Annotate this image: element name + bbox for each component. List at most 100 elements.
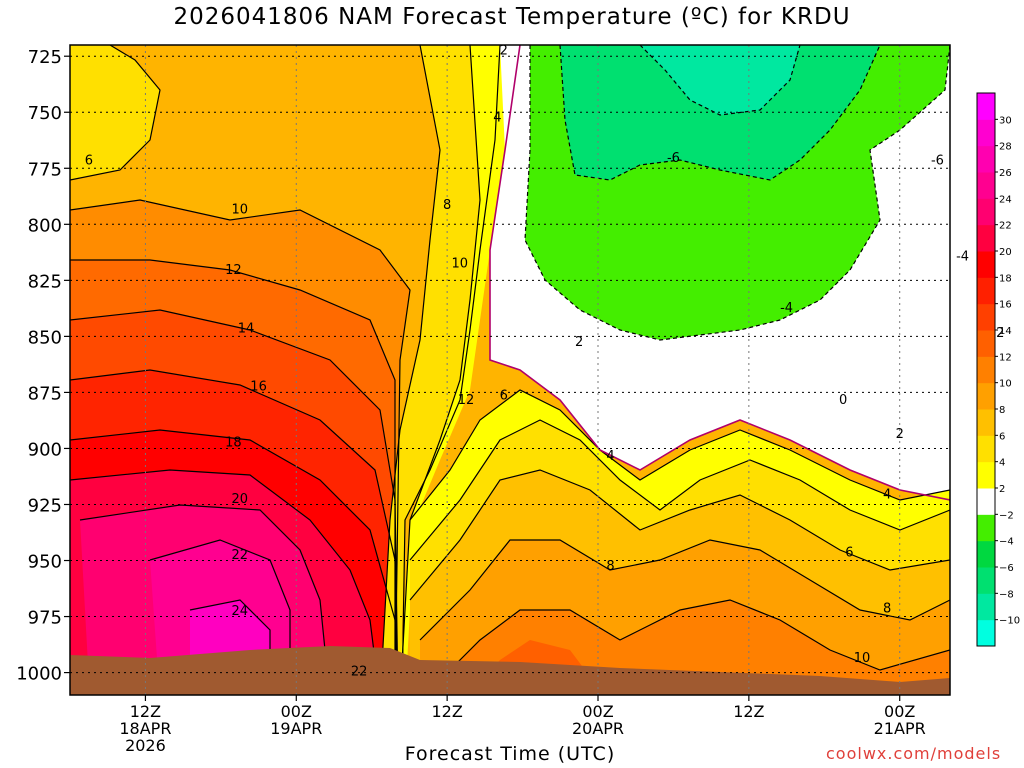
x-tick-label: 2026 [125,736,166,755]
contour-label: 4 [883,487,891,502]
colorbar-swatch [977,277,995,305]
contour-label: 4 [493,111,501,126]
x-tick-label: 20APR [572,719,624,738]
colorbar-swatch [977,224,995,252]
x-tick-label: 19APR [270,719,322,738]
colorbar-swatch [977,198,995,226]
colorbar-label: 2 [999,484,1005,495]
contour-label: 12 [225,263,242,278]
x-tick-label: 00Z [884,702,915,721]
colorbar-label: 8 [999,405,1005,416]
colorbar-label: 28 [999,142,1012,153]
y-tick-label: 1000 [16,664,62,685]
contour-label: 16 [250,380,267,395]
colorbar-swatch [977,145,995,173]
colorbar-label: 12 [999,352,1012,363]
x-tick-label: 12Z [130,702,161,721]
y-tick-label: 800 [28,215,62,236]
colorbar-label: −8 [999,589,1014,600]
contour-label: -4 [956,250,969,265]
grid-lines [70,45,950,695]
contour-label: 22 [231,548,248,563]
x-tick-label: 00Z [582,702,613,721]
colorbar-swatch [977,330,995,357]
y-tick-label: 750 [28,103,62,124]
contour-label: 10 [854,651,871,666]
colorbar-swatch [977,514,995,542]
colorbar-label: 4 [999,458,1005,469]
contour-label: 2 [500,43,508,58]
contour-label: 14 [238,321,255,336]
contour-label: 2 [896,427,904,442]
colorbar-label: 24 [999,194,1012,205]
contour-label: 2 [996,326,1004,341]
colorbar-label: −4 [999,537,1014,548]
colorbar-swatch [977,356,995,384]
colorbar-swatch [977,488,995,515]
y-tick-label: 900 [28,439,62,460]
colorbar-swatch [977,93,995,120]
colorbar-frame [976,92,996,647]
contour-label: 22 [351,664,368,679]
contour-label: 8 [606,559,614,574]
contour-label: 18 [225,436,242,451]
y-tick-label: 850 [28,327,62,348]
colorbar-swatch [977,461,995,489]
contour-label: 12 [458,393,475,408]
plot-frame [69,44,951,696]
contour-label: 24 [231,604,248,619]
colorbar-label: 22 [999,221,1012,232]
contour-label: 4 [606,449,614,464]
colorbar-label: −2 [999,510,1014,521]
contour-label: 10 [231,203,248,218]
contour-label: 6 [845,546,853,561]
temperature-field [70,45,950,695]
y-tick-label: 875 [28,383,62,404]
y-tick-label: 775 [28,159,62,180]
colorbar-swatch [977,567,995,594]
chart-title: 2026041806 NAM Forecast Temperature (ºC)… [173,4,851,30]
colorbar-swatch [977,540,995,568]
x-tick-label: 00Z [281,702,312,721]
y-tick-label: 825 [28,271,62,292]
x-tick-label: 18APR [119,719,171,738]
colorbar-label: 16 [999,300,1012,311]
contour-label: 2 [575,335,583,350]
x-tick-label: 21APR [874,719,926,738]
y-tick-label: 950 [28,552,62,573]
colorbar-label: −10 [999,616,1020,627]
y-tick-label: 725 [28,47,62,68]
colorbar-label: 6 [999,431,1005,442]
contour-label: 10 [451,256,468,271]
colorbar-label: 26 [999,168,1012,179]
colorbar-swatch [977,251,995,278]
contour-label: -6 [667,151,680,166]
contour-label: 6 [500,389,508,404]
colorbar-label: −6 [999,563,1014,574]
contour-label: 6 [85,153,93,168]
colorbar-label: 20 [999,247,1012,258]
colorbar-label: 10 [999,379,1012,390]
colorbar-swatch [977,119,995,147]
contour-label: 8 [883,602,891,617]
colorbar-swatch [977,409,995,436]
y-axis: 725 750 775 800 825 850 875 900 925 950 975 1000 [16,47,70,685]
contour-label: 8 [443,198,451,213]
x-axis-label: Forecast Time (UTC) [404,743,616,765]
watermark: coolwx.com/models [826,744,1002,763]
colorbar-swatch [977,435,995,463]
colorbar-label: 18 [999,273,1012,284]
y-tick-label: 975 [28,608,62,629]
contour-label: 20 [231,492,248,507]
colorbar-swatch [977,303,995,331]
x-tick-label: 12Z [431,702,462,721]
colorbar-label: 14 [999,326,1012,337]
contour-label: -6 [931,153,944,168]
y-tick-label: 925 [28,495,62,516]
contour-label: 0 [839,393,847,408]
colorbar-swatch [977,593,995,621]
